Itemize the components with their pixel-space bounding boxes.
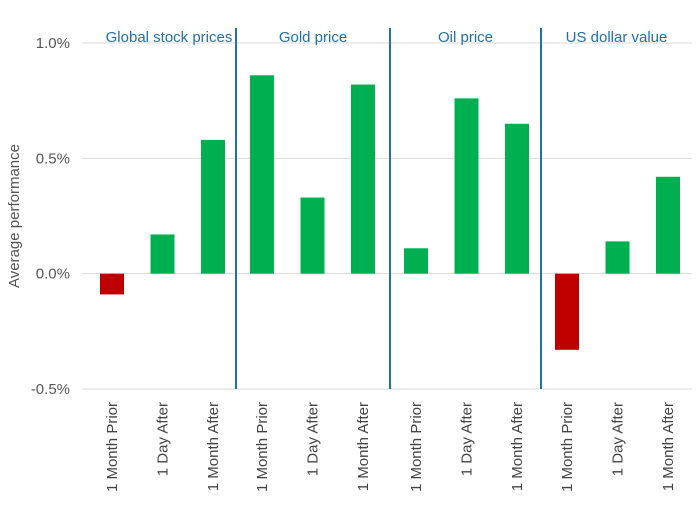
x-category-label: 1 Day After <box>155 402 172 476</box>
bar <box>605 241 630 274</box>
x-category-label: 1 Month After <box>205 402 222 491</box>
panel-titles: Global stock prices Gold price Oil price US… <box>106 29 668 46</box>
y-tick-label: 1.0% <box>36 35 70 52</box>
panel-title: Gold price <box>279 29 347 46</box>
bar <box>150 234 175 274</box>
bar <box>201 139 225 274</box>
bar <box>250 75 274 274</box>
panel-title: US dollar value <box>566 29 668 46</box>
bar <box>300 197 325 274</box>
gridlines <box>82 42 692 390</box>
panel-dividers <box>235 28 542 389</box>
bars <box>100 75 680 350</box>
panel-title: Oil price <box>438 29 493 46</box>
bar <box>351 84 375 274</box>
y-axis-ticks: 1.0% 0.5% 0.0% -0.5% <box>31 35 70 398</box>
x-category-label: 1 Day After <box>610 402 627 476</box>
bar <box>404 248 428 274</box>
y-tick-label: 0.5% <box>36 150 70 167</box>
panel-title: Global stock prices <box>106 29 233 46</box>
bar <box>505 123 529 274</box>
x-category-label: 1 Month Prior <box>408 402 425 492</box>
bar <box>555 273 579 350</box>
x-category-label: 1 Month Prior <box>104 402 121 492</box>
bar <box>656 176 680 274</box>
x-category-label: 1 Month Prior <box>254 402 271 492</box>
bar <box>454 98 479 274</box>
x-axis-labels: 1 Month Prior 1 Day After 1 Month After 1 M… <box>104 402 677 492</box>
x-category-label: 1 Month Prior <box>559 402 576 492</box>
y-axis-title: Average performance <box>6 144 23 288</box>
x-category-label: 1 Month After <box>509 402 526 491</box>
x-category-label: 1 Month After <box>355 402 372 491</box>
x-category-label: 1 Day After <box>459 402 476 476</box>
y-tick-label: 0.0% <box>36 266 70 283</box>
bar <box>100 273 124 295</box>
x-category-label: 1 Day After <box>305 402 322 476</box>
x-category-label: 1 Month After <box>660 402 677 491</box>
y-tick-label: -0.5% <box>31 381 70 398</box>
